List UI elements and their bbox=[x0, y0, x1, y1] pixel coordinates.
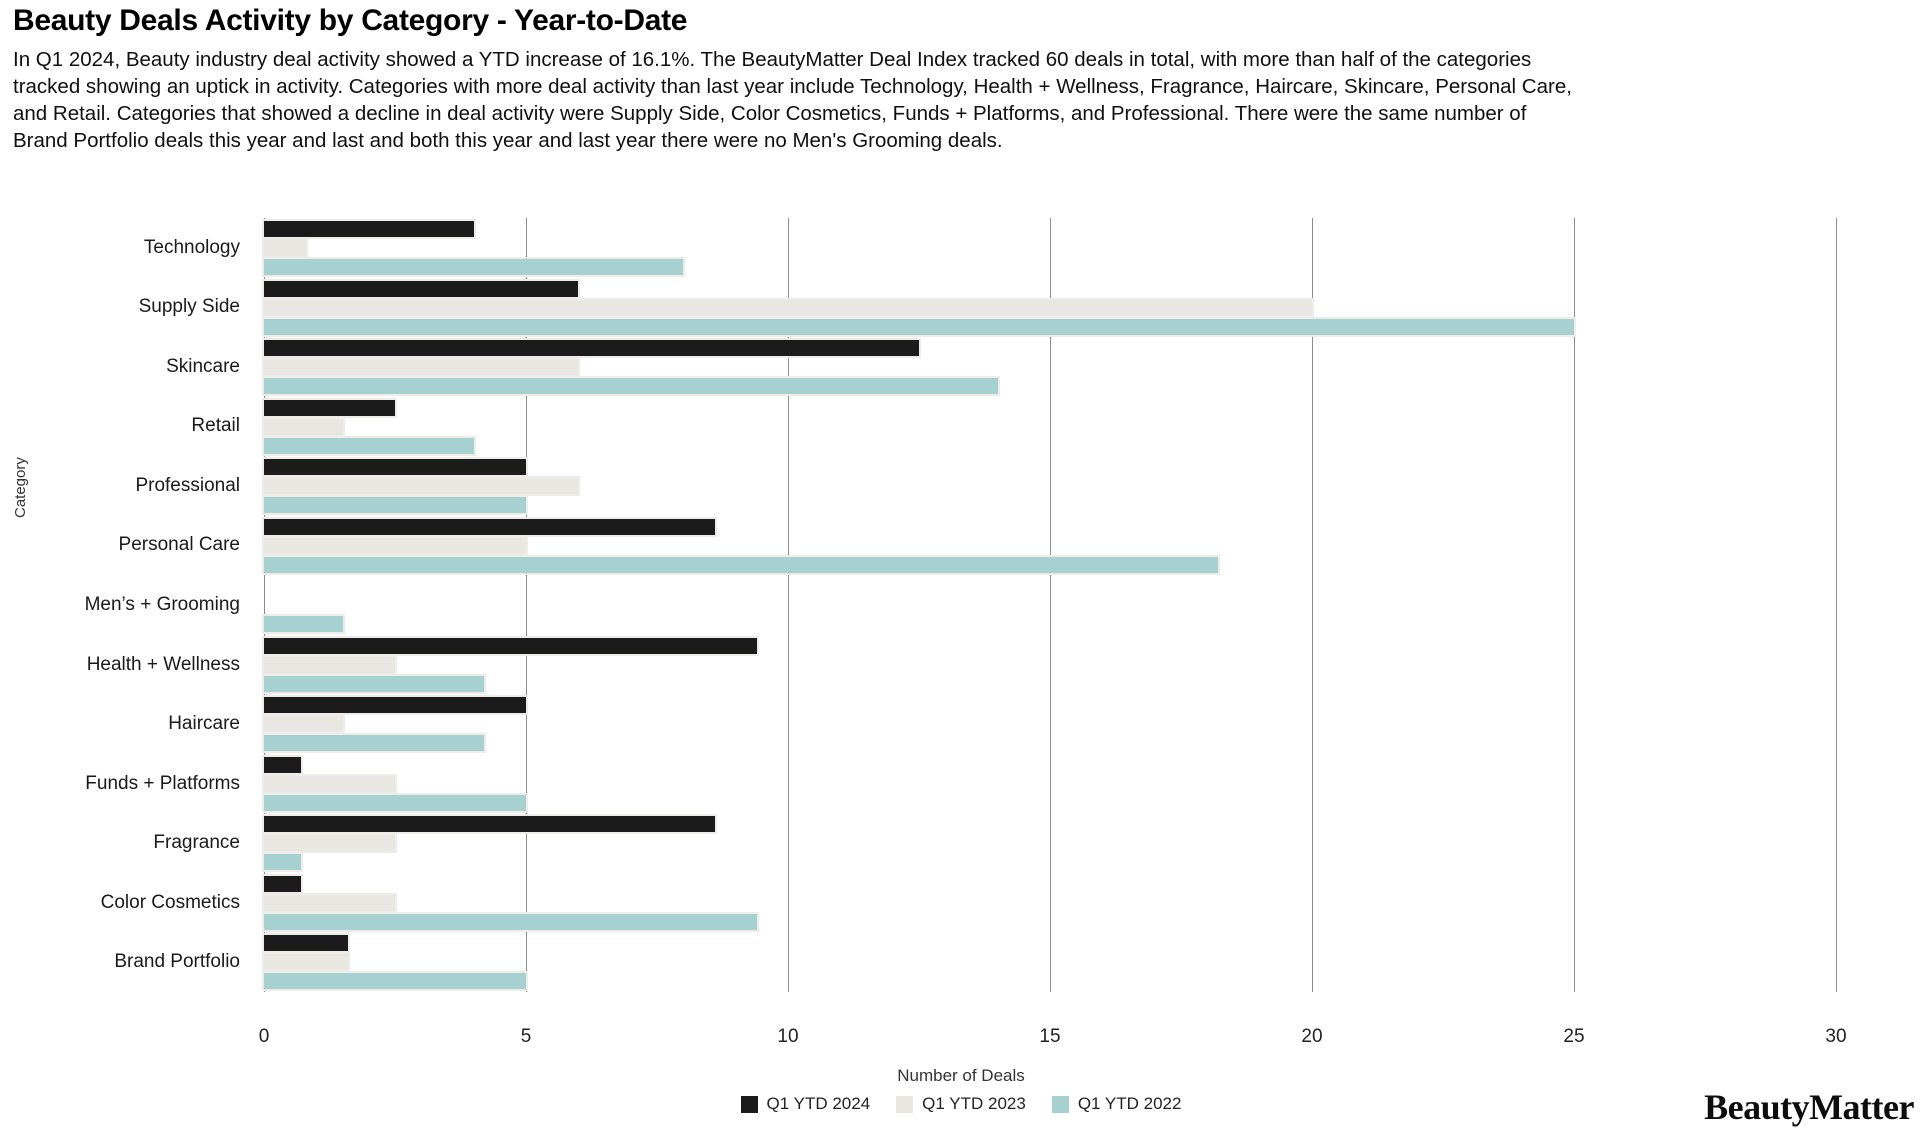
brand-logo: BeautyMatter bbox=[1704, 1087, 1914, 1127]
bar-q1-ytd-2024 bbox=[262, 219, 476, 239]
category-label: Technology bbox=[143, 236, 240, 258]
category-row: Professional bbox=[135, 456, 1836, 516]
x-tick-label-10: 10 bbox=[777, 1026, 799, 1047]
legend-item: Q1 YTD 2023 bbox=[896, 1094, 1026, 1114]
plot-area: Technology Supply Side Skincare Retail Profe… bbox=[85, 218, 1837, 992]
category-label: Retail bbox=[191, 415, 240, 437]
bar-q1-ytd-2022 bbox=[261, 673, 487, 694]
category-label: Funds + Platforms bbox=[85, 772, 240, 794]
bar-q1-ytd-2024 bbox=[262, 695, 528, 716]
category-row: Brand Portfolio bbox=[114, 932, 1836, 992]
category-row: Haircare bbox=[168, 694, 1836, 754]
bar-q1-ytd-2024 bbox=[261, 278, 581, 299]
legend-item: Q1 YTD 2024 bbox=[740, 1094, 871, 1114]
bar-q1-ytd-2024 bbox=[262, 635, 759, 656]
gridline-x-0 bbox=[264, 218, 265, 992]
bar-q1-ytd-2022 bbox=[262, 495, 528, 516]
bar-q1-ytd-2024 bbox=[262, 457, 528, 478]
x-tick-label-15: 15 bbox=[1039, 1026, 1061, 1047]
category-label: Skincare bbox=[166, 355, 240, 377]
x-tick-label-5: 5 bbox=[520, 1026, 532, 1047]
category-label: Supply Side bbox=[138, 296, 240, 318]
bar-q1-ytd-2024 bbox=[262, 338, 921, 359]
category-label: Color Cosmetics bbox=[100, 891, 240, 913]
chart-title: Beauty Deals Activity by Category - Year… bbox=[13, 4, 688, 37]
category-label: Men’s + Grooming bbox=[84, 593, 240, 615]
bar-q1-ytd-2024 bbox=[262, 933, 350, 954]
gridline-x-20 bbox=[1312, 218, 1313, 992]
bar-q1-ytd-2023 bbox=[262, 416, 345, 437]
x-tick-label-0: 0 bbox=[258, 1026, 270, 1047]
bar-q1-ytd-2022 bbox=[262, 971, 528, 992]
bar-q1-ytd-2023 bbox=[261, 357, 581, 378]
bar-q1-ytd-2022 bbox=[262, 554, 1220, 575]
category-label: Professional bbox=[135, 474, 240, 496]
bar-q1-ytd-2023 bbox=[262, 297, 1314, 318]
bar-q1-ytd-2022 bbox=[262, 614, 345, 635]
bar-q1-ytd-2024 bbox=[262, 873, 303, 894]
bar-q1-ytd-2022 bbox=[262, 852, 303, 873]
legend-swatch-icon bbox=[740, 1095, 758, 1113]
bar-q1-ytd-2023 bbox=[261, 476, 581, 497]
category-row: Supply Side bbox=[139, 278, 1836, 338]
category-row: Health + Wellness bbox=[87, 635, 1836, 695]
bar-q1-ytd-2023 bbox=[262, 238, 308, 258]
bar-q1-ytd-2023 bbox=[262, 773, 397, 794]
legend-item: Q1 YTD 2022 bbox=[1051, 1094, 1182, 1114]
bar-q1-ytd-2022 bbox=[262, 792, 528, 813]
bar-q1-ytd-2023 bbox=[262, 714, 345, 735]
category-row: Fragrance bbox=[153, 813, 1836, 873]
gridline-x-25 bbox=[1574, 218, 1575, 992]
x-axis-title: Number of Deals bbox=[897, 1066, 1025, 1085]
category-row: Personal Care bbox=[119, 516, 1836, 576]
bar-q1-ytd-2022 bbox=[261, 733, 487, 754]
category-row: Men’s + Grooming bbox=[85, 575, 1836, 635]
category-label: Fragrance bbox=[153, 832, 240, 854]
category-label: Personal Care bbox=[118, 534, 240, 556]
x-tick-label-25: 25 bbox=[1563, 1026, 1585, 1047]
gridline-x-15 bbox=[1050, 218, 1051, 992]
bar-q1-ytd-2022 bbox=[262, 911, 759, 932]
category-label: Haircare bbox=[168, 713, 240, 735]
category-row: Technology bbox=[144, 218, 1836, 278]
category-row: Color Cosmetics bbox=[101, 873, 1836, 933]
gridline-x-30 bbox=[1836, 218, 1837, 992]
bar-q1-ytd-2022 bbox=[262, 316, 1576, 337]
legend-label: Q1 YTD 2024 bbox=[766, 1094, 871, 1113]
bar-q1-ytd-2024 bbox=[262, 516, 717, 537]
bar-q1-ytd-2024 bbox=[262, 814, 717, 835]
bar-q1-ytd-2024 bbox=[262, 754, 303, 775]
category-row: Retail bbox=[191, 397, 1836, 457]
legend: Q1 YTD 2024 Q1 YTD 2023 Q1 YTD 2022 bbox=[0, 1094, 1922, 1114]
x-tick-label-30: 30 bbox=[1825, 1026, 1847, 1047]
bar-q1-ytd-2023 bbox=[262, 892, 397, 913]
bar-q1-ytd-2022 bbox=[261, 257, 686, 277]
gridline-x-10 bbox=[788, 218, 789, 992]
bar-q1-ytd-2024 bbox=[262, 397, 397, 418]
gridline-x-5 bbox=[526, 218, 527, 992]
bar-q1-ytd-2023 bbox=[262, 833, 397, 854]
legend-swatch-icon bbox=[1051, 1095, 1069, 1113]
bar-q1-ytd-2023 bbox=[262, 952, 350, 973]
legend-swatch-icon bbox=[896, 1095, 914, 1113]
legend-label: Q1 YTD 2022 bbox=[1077, 1094, 1182, 1113]
bar-q1-ytd-2022 bbox=[262, 376, 1000, 397]
category-row: Skincare bbox=[166, 337, 1836, 397]
bar-q1-ytd-2023 bbox=[262, 535, 528, 556]
bar-q1-ytd-2023 bbox=[262, 654, 397, 675]
category-row: Funds + Platforms bbox=[85, 754, 1836, 814]
bar-q1-ytd-2022 bbox=[262, 435, 476, 456]
x-tick-label-20: 20 bbox=[1301, 1026, 1323, 1047]
legend-label: Q1 YTD 2023 bbox=[922, 1094, 1026, 1113]
category-label: Brand Portfolio bbox=[114, 951, 240, 973]
category-label: Health + Wellness bbox=[86, 653, 240, 675]
chart-description: In Q1 2024, Beauty industry deal activit… bbox=[13, 48, 1572, 152]
